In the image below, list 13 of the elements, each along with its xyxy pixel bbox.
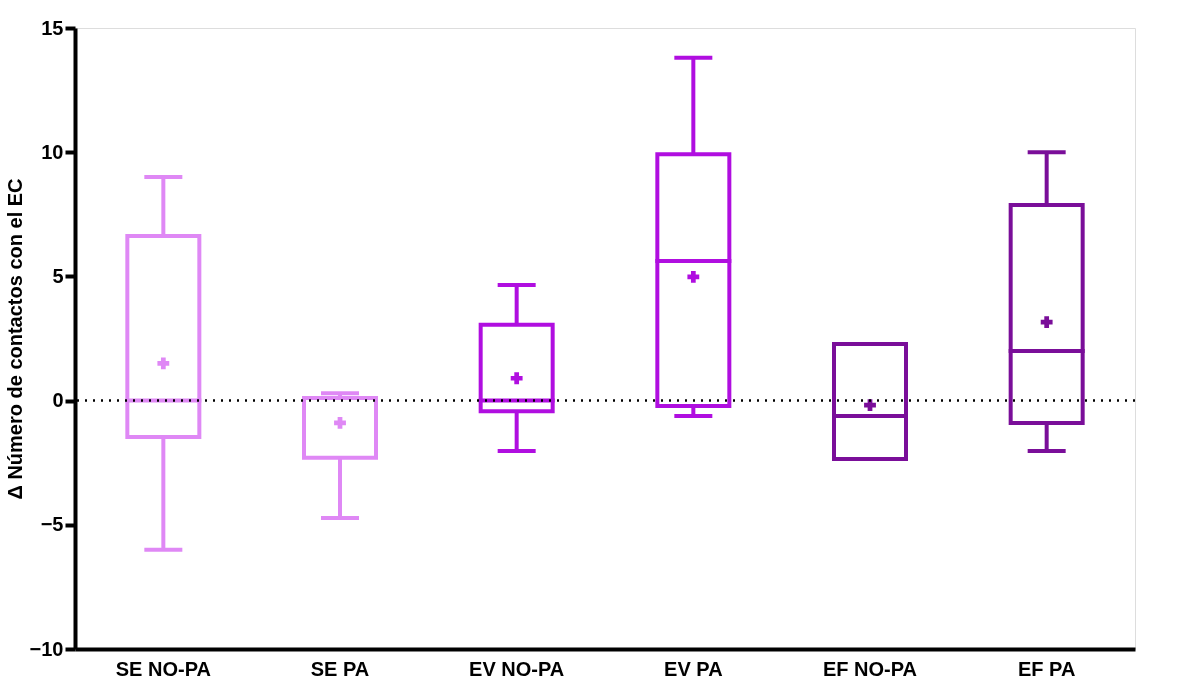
y-tick-label: −5: [40, 513, 64, 536]
x-tick-label: SE NO-PA: [115, 657, 211, 680]
y-tick-label: −10: [29, 637, 64, 660]
x-tick-label: EV NO-PA: [469, 657, 565, 680]
x-tick-label: SE PA: [310, 657, 370, 680]
y-axis-title: Δ Número de contactos con el EC: [3, 178, 26, 500]
y-tick-label: 10: [41, 140, 64, 163]
y-tick-label: 5: [52, 264, 64, 287]
x-tick-label: EF PA: [1017, 657, 1076, 680]
x-tick-label: EF NO-PA: [822, 657, 918, 680]
x-tick-label: EV PA: [664, 657, 723, 680]
y-tick-label: 0: [52, 389, 64, 412]
y-tick-label: 15: [41, 16, 64, 39]
